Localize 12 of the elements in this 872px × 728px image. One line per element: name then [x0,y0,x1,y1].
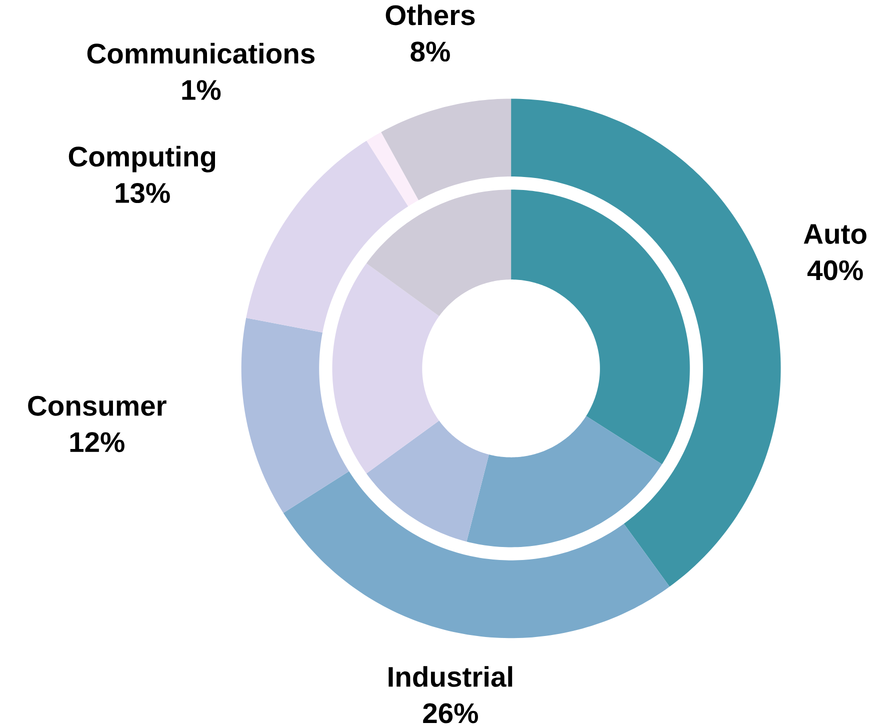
slice-label: Auto [804,224,866,244]
data-label: 8% [410,42,450,62]
data-label: 13% [116,183,170,204]
slice-label: Others [386,4,475,26]
slice-label: Consumer [28,396,166,416]
slice-label: Communications [87,43,315,64]
data-label: 26% [423,703,478,724]
data-label: 12% [70,432,124,452]
slice-label: Computing [68,146,216,172]
data-label: 40% [807,260,863,280]
data-label: 1% [182,80,221,100]
slice-label: Industrial [388,666,512,688]
